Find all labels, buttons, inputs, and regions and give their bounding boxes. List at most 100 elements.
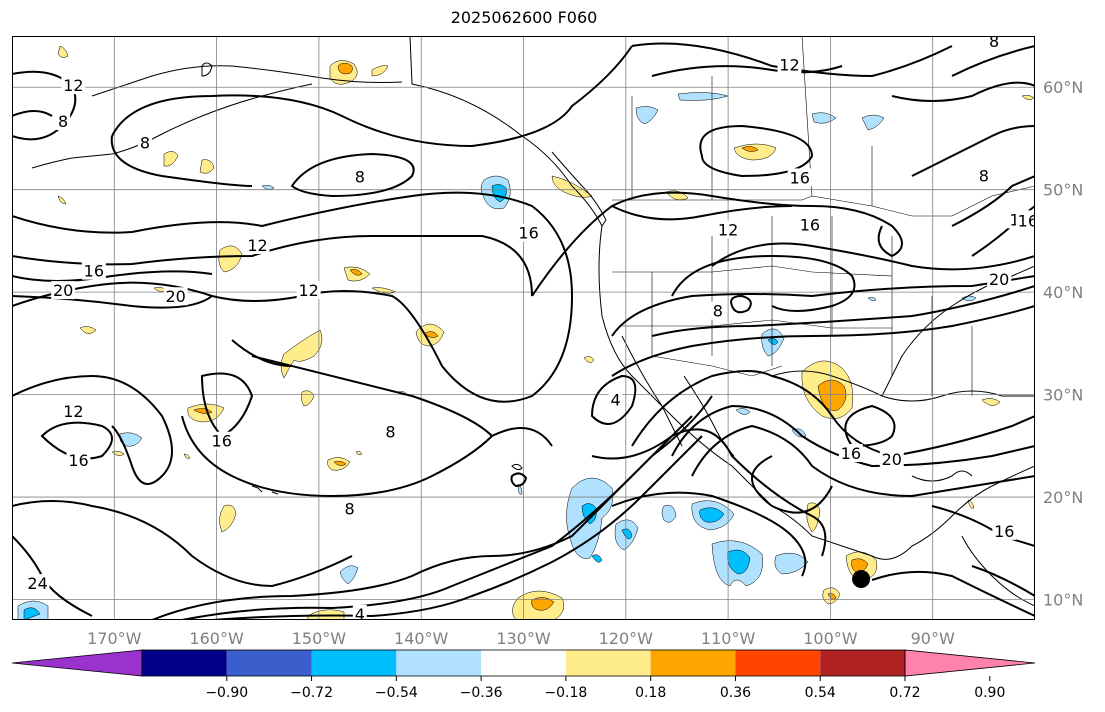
contour-label-bg — [342, 499, 357, 518]
colorbar-extend-high — [904, 649, 1036, 677]
lon-label: 110°W — [701, 629, 756, 648]
contour-label: 8 — [58, 112, 68, 131]
colorbar-tick-label: 0.90 — [974, 685, 1005, 701]
contour-label: 12 — [247, 236, 267, 255]
lon-label: 130°W — [496, 629, 551, 648]
colorbar: −0.90 −0.72 −0.54 −0.36 −0.18 0.18 0.36 0.54 0.7… — [11, 649, 1036, 701]
lon-label: 170°W — [87, 629, 142, 648]
colorbar-tick-label: 0.18 — [635, 685, 666, 701]
latitude-labels: 60°N 50°N 40°N 30°N 20°N 10°N — [1043, 78, 1083, 609]
map-panel: 1288812161612168812161216202012820412161… — [12, 36, 1035, 620]
lat-label: 10°N — [1043, 591, 1083, 610]
colorbar-box — [226, 650, 312, 676]
colorbar-tick-label: 0.36 — [720, 685, 751, 701]
contour-label: 4 — [355, 605, 365, 620]
colorbar-box — [735, 650, 821, 676]
plot-title: 2025062600 F060 — [450, 8, 598, 27]
lon-label: 160°W — [189, 629, 244, 648]
lon-label: 140°W — [394, 629, 449, 648]
colorbar-box — [820, 650, 905, 676]
lon-label: 90°W — [911, 629, 955, 648]
lat-label: 20°N — [1043, 488, 1083, 507]
contour-label: 16 — [800, 216, 820, 235]
lon-label: 120°W — [599, 629, 654, 648]
colorbar-boxes — [11, 649, 1036, 677]
colorbar-tick-label: −0.54 — [375, 685, 418, 701]
storm-marker — [852, 570, 871, 589]
colorbar-tick-label: 0.54 — [805, 685, 836, 701]
contour-label-bg — [787, 168, 812, 187]
contour-label-bg — [838, 443, 863, 462]
colorbar-tick-label: −0.36 — [460, 685, 503, 701]
contour-label-bg — [716, 220, 741, 239]
contour-label-bg — [137, 133, 152, 152]
lon-label: 150°W — [292, 629, 347, 648]
contour-label-bg — [81, 261, 106, 280]
contour-label-bg — [992, 521, 1017, 540]
contour-label: 16 — [84, 262, 104, 281]
contour-label: 8 — [385, 422, 395, 441]
lat-label: 60°N — [1043, 78, 1083, 97]
contour-label-bg — [245, 236, 270, 255]
contour-label: 8 — [140, 134, 150, 153]
lat-label: 50°N — [1043, 181, 1083, 200]
contour-label: 12 — [63, 76, 83, 95]
contour-label: 24 — [27, 574, 47, 593]
contour-label: 20 — [989, 270, 1009, 289]
contour-label-bg — [987, 36, 1002, 51]
contour-label: 16 — [212, 432, 232, 451]
contour-label-bg — [608, 390, 623, 409]
contour-label-bg — [352, 604, 367, 620]
colorbar-box — [311, 650, 397, 676]
contour-label-bg — [61, 76, 86, 95]
contour-label: 4 — [610, 391, 620, 410]
contour-label-bg — [777, 55, 802, 74]
contour-label-bg — [163, 287, 188, 306]
contour-label-bg — [25, 574, 50, 593]
contour-label-bg — [1015, 211, 1035, 230]
contour-label-bg — [66, 451, 91, 470]
contour-label-bg — [879, 450, 904, 469]
contour-label-bg — [516, 223, 541, 242]
contour-label: 8 — [979, 166, 989, 185]
longitude-labels: 170°W 160°W 150°W 140°W 130°W 120°W 110°W 100°W… — [87, 629, 955, 648]
contour-label: 8 — [355, 167, 365, 186]
contour-label: 20 — [166, 287, 186, 306]
contour-label: 16 — [790, 168, 810, 187]
contour-label: 12 — [298, 281, 318, 300]
map-frame — [12, 36, 1035, 620]
colorbar-box — [142, 650, 227, 676]
colorbar-box — [565, 650, 651, 676]
contour-label-bg — [976, 166, 991, 185]
contour-label: 12 — [718, 221, 738, 240]
contour-label: 20 — [53, 281, 73, 300]
lon-label: 100°W — [803, 629, 858, 648]
contour-label: 16 — [994, 522, 1014, 541]
contour-label: 12 — [63, 402, 83, 421]
contour-label-bg — [352, 167, 367, 186]
contour-label-bg — [51, 281, 76, 300]
contour-labels: 1288812161612168812161216202012820412161… — [25, 36, 1035, 620]
colorbar-tick-label: −0.72 — [290, 685, 333, 701]
colorbar-frame — [141, 649, 906, 677]
colorbar-box — [481, 650, 566, 676]
colorbar-tick-labels: −0.90 −0.72 −0.54 −0.36 −0.18 0.18 0.36 0.54 0.7… — [205, 676, 1005, 701]
contour-label: 16 — [841, 444, 861, 463]
contour-label: 20 — [882, 450, 902, 469]
contour-label: 8 — [989, 36, 999, 51]
colorbar-tick-label: −0.18 — [544, 685, 587, 701]
lat-label: 30°N — [1043, 386, 1083, 405]
contour-label: 16 — [68, 451, 88, 470]
contour-label-bg — [209, 431, 234, 450]
coastlines — [31, 36, 1035, 607]
contour-label: 12 — [779, 56, 799, 75]
contour-label-bg — [797, 215, 822, 234]
colorbar-tick-label: −0.90 — [205, 685, 248, 701]
contour-label: 8 — [713, 302, 723, 321]
contour-label-bg — [61, 401, 86, 420]
contour-label: 8 — [344, 499, 354, 518]
colorbar-extend-low — [11, 649, 143, 677]
political-borders — [612, 36, 1035, 396]
colorbar-box — [650, 650, 736, 676]
lat-label: 40°N — [1043, 283, 1083, 302]
